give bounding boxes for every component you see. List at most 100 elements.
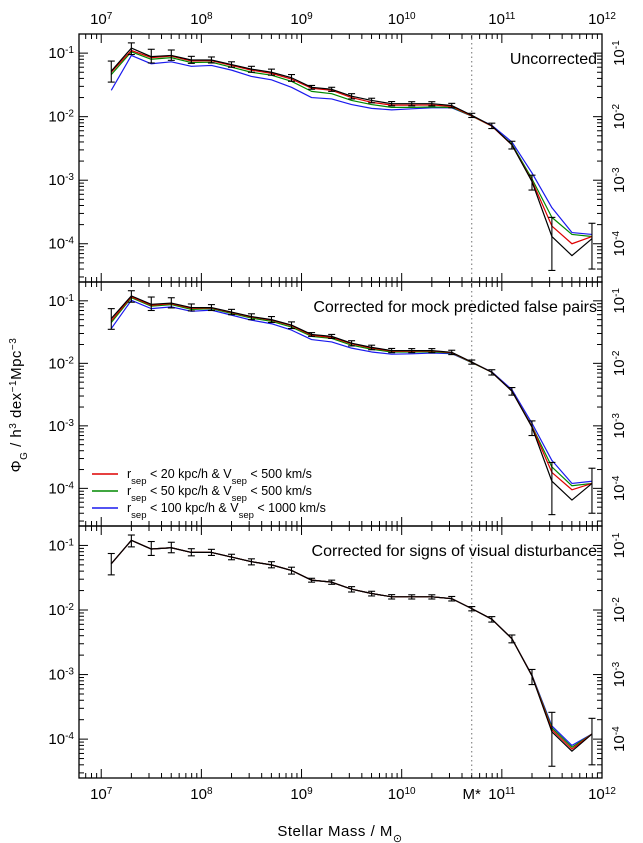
error-bar [348, 340, 356, 347]
legend-label-a-sub: sep [131, 510, 146, 521]
error-bar [207, 56, 215, 64]
y-tick-label-right-exp: -2 [611, 103, 622, 112]
error-bar [548, 216, 556, 271]
y-tick-label-right-wrap: 10-2 [611, 597, 629, 623]
error-bar [207, 304, 215, 312]
legend-item: rsep < 100 kpc/h & Vsep < 1000 km/s [92, 501, 326, 521]
x-tick-label-bottom: 108 [190, 786, 213, 804]
x-tick-label-top-base: 10 [290, 11, 307, 28]
y-axis-title: ΦG / h3 dex−1Mpc−3 [8, 338, 30, 473]
y-tick-label-left-exp: -2 [65, 355, 74, 366]
error-bar [588, 717, 596, 766]
legend-label-b: < 50 kpc/h & V [147, 484, 233, 498]
y-tick-label-left-base: 10 [48, 45, 65, 62]
y-tick-label-right-wrap: 10-3 [611, 167, 629, 193]
error-bar [167, 297, 175, 309]
error-bar [488, 616, 496, 623]
panel-title: Corrected for mock predicted false pairs [313, 299, 597, 316]
error-bar [408, 594, 416, 600]
x-tick-label-bottom-base: 10 [190, 786, 207, 803]
panel-frame [78, 525, 603, 779]
error-bar [468, 359, 476, 365]
y-tick-label-left: 10-1 [48, 537, 74, 555]
series-line-blue [110, 539, 593, 746]
x-axis-title-sub: ⊙ [393, 833, 403, 843]
y-tick-label-right: 10-2 [611, 597, 629, 623]
error-bar [368, 344, 376, 351]
error-bar [528, 420, 536, 437]
legend-label-c: < 1000 km/s [254, 501, 326, 515]
error-bar [207, 548, 215, 556]
error-bar [368, 97, 376, 104]
y-tick-label-right: 10-3 [611, 413, 629, 439]
y-tick-label-left-base: 10 [48, 109, 65, 126]
error-bar [228, 553, 236, 561]
error-bar [328, 579, 336, 585]
error-bar [107, 552, 115, 576]
y-tick-label-right-exp: -1 [611, 40, 622, 49]
error-bar [448, 595, 456, 602]
y-tick-label-left-base: 10 [48, 667, 65, 684]
mstar-label: M* [463, 786, 481, 803]
y-tick-label-left: 10-2 [48, 602, 74, 620]
error-bar [508, 634, 516, 644]
y-tick-label-right-base: 10 [611, 671, 628, 688]
x-tick-label-top-exp: 7 [107, 11, 113, 22]
x-tick-label-top-base: 10 [488, 11, 505, 28]
y-axis-title-sup1: 3 [8, 423, 19, 429]
x-tick-label-bottom-exp: 10 [404, 786, 416, 797]
error-bar [308, 84, 316, 90]
series-line-red [110, 49, 593, 245]
y-tick-label-right-wrap: 10-4 [611, 475, 629, 501]
error-bar [308, 332, 316, 337]
x-axis-title-main: Stellar Mass / M [277, 823, 393, 840]
y-tick-label-right: 10-2 [611, 103, 629, 129]
error-bar [448, 349, 456, 356]
y-tick-label-left-base: 10 [48, 355, 65, 372]
x-tick-label-top-base: 10 [190, 11, 207, 28]
y-tick-label-right-wrap: 10-1 [611, 288, 629, 314]
series-line-red [110, 539, 593, 750]
y-tick-label-right: 10-4 [611, 475, 629, 501]
y-axis-title-sup3: −3 [8, 338, 19, 350]
series-line-black [110, 539, 593, 752]
error-bar [408, 101, 416, 107]
y-tick-label-right-base: 10 [611, 735, 628, 752]
error-bar [167, 541, 175, 554]
panel-2: 10-1 10-110-2 10-210-3 10-310-4 10-4Correcte… [48, 281, 629, 527]
x-tick-label-top-exp: 9 [307, 11, 313, 22]
y-axis-title-phi: Φ [8, 460, 25, 472]
error-bar [287, 566, 295, 575]
error-bar [127, 534, 135, 548]
y-tick-label-left: 10-2 [48, 355, 74, 373]
panel-title: Corrected for signs of visual disturbanc… [312, 543, 598, 560]
x-axis-top: 107 108 109 1010 1011 1012 [90, 11, 616, 29]
x-tick-label-top: 108 [190, 11, 213, 29]
error-bar [147, 48, 155, 64]
error-bar [267, 561, 275, 569]
error-bar [388, 347, 396, 354]
series-line-green [110, 51, 593, 238]
x-tick-label-bottom: 1012 [588, 786, 616, 804]
x-axis-bottom: 107 108 109 1010 1011 1012 [90, 786, 616, 804]
y-tick-label-left: 10-2 [48, 108, 74, 126]
y-tick-label-right-base: 10 [611, 359, 628, 376]
y-tick-label-left-exp: -3 [65, 172, 74, 183]
error-bar [308, 577, 316, 583]
error-bar [107, 60, 115, 83]
y-tick-label-left: 10-4 [48, 731, 74, 749]
y-tick-label-right-base: 10 [611, 542, 628, 559]
error-bar [127, 290, 135, 303]
y-tick-label-right-base: 10 [611, 113, 628, 130]
y-tick-label-right-exp: -1 [611, 288, 622, 297]
legend-label-b: < 20 kpc/h & V [147, 467, 233, 481]
y-tick-label-right: 10-1 [611, 532, 629, 558]
y-tick-label-right: 10-4 [611, 726, 629, 752]
x-tick-label-bottom: 1010 [388, 786, 416, 804]
y-tick-label-right: 10-3 [611, 661, 629, 687]
x-tick-label-bottom: 1011 [488, 786, 516, 804]
y-tick-label-left-exp: -1 [65, 45, 74, 56]
x-tick-label-bottom-exp: 11 [505, 786, 516, 797]
mstar-marker: M* [463, 786, 481, 803]
series-line-red [110, 296, 593, 491]
